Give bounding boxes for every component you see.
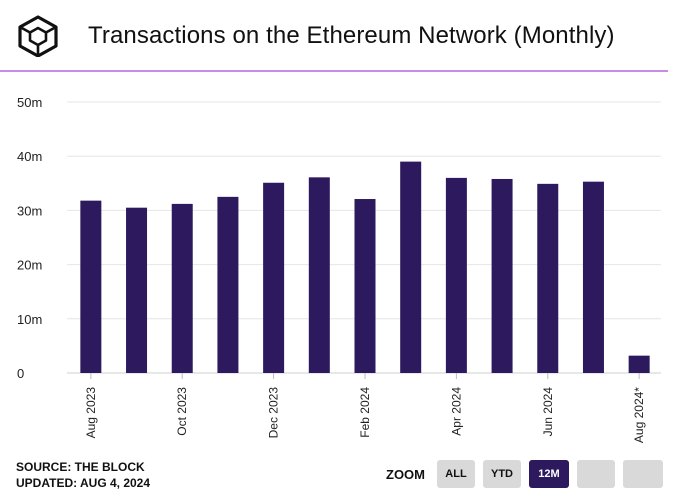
y-tick-label: 10m	[17, 312, 42, 327]
x-tick-label: Oct 2023	[175, 387, 189, 436]
bar	[628, 355, 650, 373]
bar	[537, 183, 559, 373]
y-tick-label: 0	[17, 366, 24, 381]
x-tick-label: Feb 2024	[358, 387, 372, 438]
bar	[263, 182, 285, 373]
chart-footer: SOURCE: THE BLOCK UPDATED: AUG 4, 2024	[16, 459, 150, 491]
x-tick-label: Aug 2023	[84, 387, 98, 439]
bar	[80, 200, 102, 373]
zoom-button-4[interactable]	[577, 460, 615, 488]
x-tick-label: Dec 2023	[267, 387, 281, 439]
the-block-logo-icon	[18, 15, 58, 57]
y-tick-label: 30m	[17, 203, 42, 218]
bar	[400, 161, 422, 373]
bar	[126, 207, 148, 373]
zoom-label: ZOOM	[386, 467, 425, 482]
chart-title: Transactions on the Ethereum Network (Mo…	[88, 22, 615, 49]
y-tick-label: 50m	[17, 95, 42, 110]
zoom-button-5[interactable]	[623, 460, 663, 488]
bar	[491, 178, 513, 373]
zoom-ytd-button[interactable]: YTD	[483, 460, 521, 488]
updated-text: UPDATED: AUG 4, 2024	[16, 476, 151, 490]
bar	[582, 181, 604, 373]
x-tick-label: Jun 2024	[541, 387, 555, 437]
bar	[445, 177, 467, 373]
bar	[171, 203, 193, 373]
header-divider	[0, 70, 668, 72]
x-tick-label: Aug 2024*	[632, 387, 646, 443]
y-tick-label: 40m	[17, 149, 42, 164]
source-text: SOURCE: THE BLOCK	[16, 460, 145, 474]
bar	[308, 177, 330, 373]
chart-header: Transactions on the Ethereum Network (Mo…	[0, 0, 683, 72]
bar	[217, 196, 239, 373]
zoom-all-button[interactable]: ALL	[437, 460, 475, 488]
zoom-12m-button[interactable]: 12M	[529, 460, 569, 488]
bar	[354, 199, 376, 373]
x-tick-label: Apr 2024	[449, 387, 463, 436]
bar-chart: 0 10m 20m 30m 40m 50m Aug 2023 Oct 2023 Dec 2023…	[17, 95, 661, 443]
y-tick-label: 20m	[17, 258, 42, 273]
